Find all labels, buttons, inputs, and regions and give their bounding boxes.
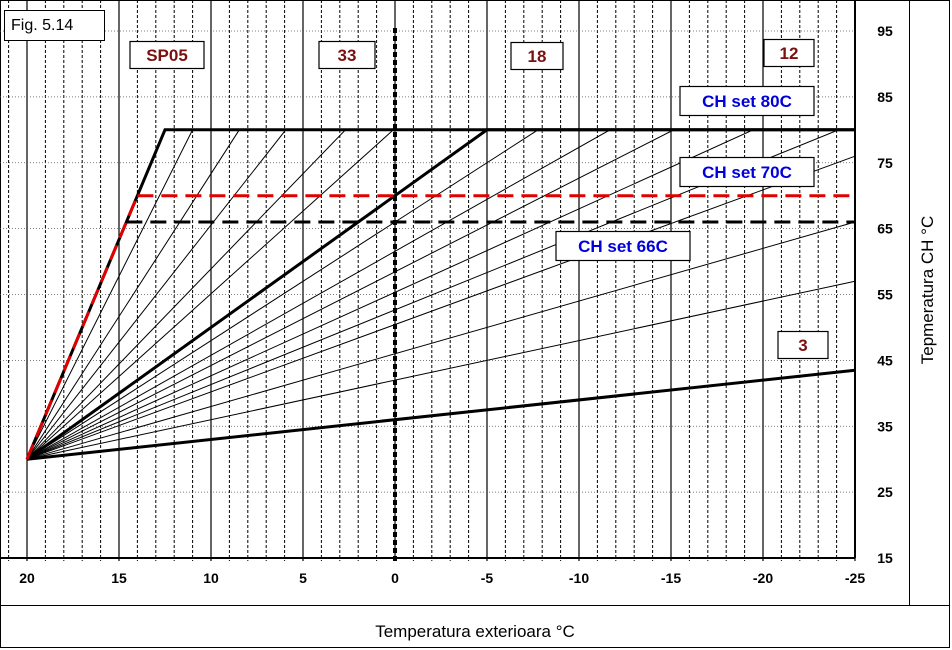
right-divider: [909, 0, 910, 605]
x-tick-label: -10: [569, 570, 589, 586]
x-tick-label: -25: [845, 570, 865, 586]
axes: 20 15 10 5 0 -5 -10 -15 -20 -25 15 25 35 45 55 65 75 85 95: [0, 0, 893, 586]
slope-label-33-text: 33: [338, 46, 357, 65]
x-tick-label: 5: [299, 570, 307, 586]
x-tick-label: 15: [111, 570, 127, 586]
slope-label-33-box: [318, 40, 376, 70]
y-tick-label: 25: [877, 484, 893, 500]
setpoint-lines: [25, 194, 855, 460]
slope-label-3-box: [777, 330, 829, 360]
cap-label-80: CH set 80C: [679, 85, 815, 117]
y-tick-label: 75: [877, 155, 893, 171]
setpoint-label-70-box: [679, 156, 815, 188]
x-tick-label: -20: [753, 570, 773, 586]
figure-number: Fig. 5.14: [4, 10, 105, 41]
setpoint-label-66: CH set 66C: [555, 230, 691, 262]
annotations: SP05 33 18 12 3 CH set 80C CH set 70C CH set 66…: [129, 38, 829, 360]
y-tick-label: 35: [877, 418, 893, 434]
bottom-divider: [0, 605, 950, 606]
y-tick-label: 85: [877, 89, 893, 105]
slope-label-33: 33: [318, 40, 376, 70]
setpoint-label-70-text: CH set 70C: [702, 163, 792, 182]
x-tick-label: -15: [661, 570, 681, 586]
x-tick-label: 0: [391, 570, 399, 586]
heating-curve: [26, 368, 856, 461]
heating-curve: [25, 128, 855, 460]
slope-label-12-box: [763, 38, 815, 68]
y-axis-label: Tepmeratura CH °C: [918, 215, 937, 365]
slope-label-sp05: SP05: [129, 40, 205, 70]
heating-curves: [25, 128, 856, 461]
slope-label-12: 12: [763, 38, 815, 68]
x-tick-label: 10: [203, 570, 219, 586]
x-tick-label: 20: [19, 570, 35, 586]
heating-curve: [26, 221, 856, 460]
y-tick-label: 65: [877, 221, 893, 237]
y-tick-label: 45: [877, 352, 893, 368]
slope-label-sp05-text: SP05: [146, 46, 188, 65]
slope-label-3: 3: [777, 330, 829, 360]
cap-label-80-box: [679, 85, 815, 117]
heating-curve: [26, 155, 856, 460]
setpoint-label-66-text: CH set 66C: [578, 237, 668, 256]
y-tick-label: 55: [877, 287, 893, 303]
cap-label-80-text: CH set 80C: [702, 92, 792, 111]
y-tick-label: 95: [877, 23, 893, 39]
slope-label-sp05-box: [129, 40, 205, 70]
setpoint-label-70: CH set 70C: [679, 156, 815, 188]
x-tick-label: -5: [481, 570, 494, 586]
grid: [0, 0, 856, 561]
heating-curve: [26, 280, 856, 460]
slope-label-18: 18: [510, 41, 564, 71]
slope-label-3-text: 3: [798, 336, 807, 355]
slope-label-18-text: 18: [528, 47, 547, 66]
y-tick-label: 15: [877, 550, 893, 566]
slope-label-12-text: 12: [780, 44, 799, 63]
slope-label-18-box: [510, 41, 564, 71]
setpoint-label-66-box: [555, 230, 691, 262]
x-axis-label: Temperatura exterioara °C: [375, 622, 575, 641]
